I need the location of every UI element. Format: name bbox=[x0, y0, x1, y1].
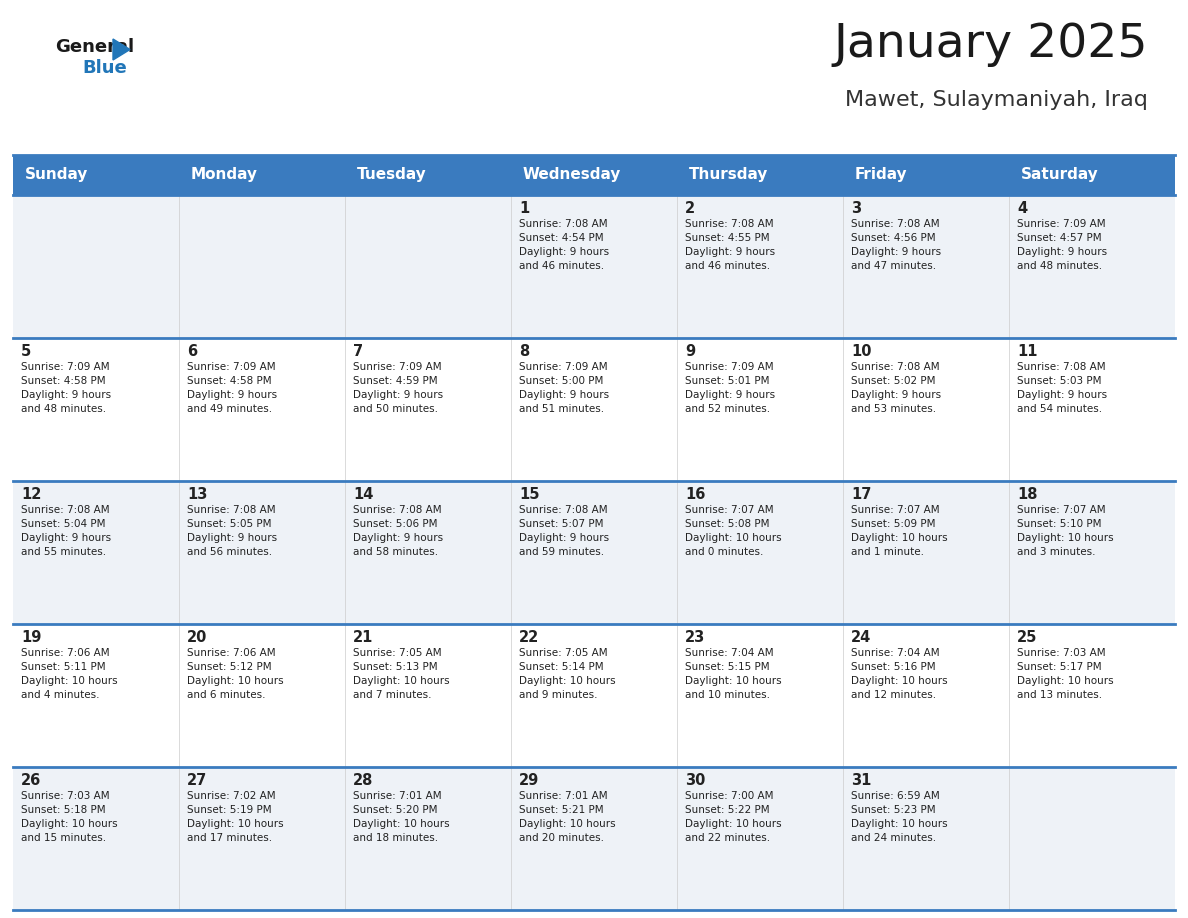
Text: Sunrise: 7:08 AM
Sunset: 5:05 PM
Daylight: 9 hours
and 56 minutes.: Sunrise: 7:08 AM Sunset: 5:05 PM Dayligh… bbox=[188, 505, 278, 557]
Text: 12: 12 bbox=[21, 487, 42, 502]
Text: 28: 28 bbox=[353, 773, 374, 788]
Text: Sunrise: 7:04 AM
Sunset: 5:16 PM
Daylight: 10 hours
and 12 minutes.: Sunrise: 7:04 AM Sunset: 5:16 PM Dayligh… bbox=[852, 648, 948, 700]
Text: Sunrise: 7:09 AM
Sunset: 4:58 PM
Daylight: 9 hours
and 48 minutes.: Sunrise: 7:09 AM Sunset: 4:58 PM Dayligh… bbox=[21, 362, 112, 414]
Text: Sunrise: 7:09 AM
Sunset: 4:58 PM
Daylight: 9 hours
and 49 minutes.: Sunrise: 7:09 AM Sunset: 4:58 PM Dayligh… bbox=[188, 362, 278, 414]
Text: 19: 19 bbox=[21, 630, 42, 645]
Text: Sunrise: 7:08 AM
Sunset: 5:07 PM
Daylight: 9 hours
and 59 minutes.: Sunrise: 7:08 AM Sunset: 5:07 PM Dayligh… bbox=[519, 505, 609, 557]
Text: 14: 14 bbox=[353, 487, 374, 502]
Text: 6: 6 bbox=[188, 344, 197, 359]
Text: Blue: Blue bbox=[82, 59, 127, 77]
Bar bbox=[13, 338, 1175, 481]
Text: 7: 7 bbox=[353, 344, 364, 359]
Text: Sunrise: 7:06 AM
Sunset: 5:12 PM
Daylight: 10 hours
and 6 minutes.: Sunrise: 7:06 AM Sunset: 5:12 PM Dayligh… bbox=[188, 648, 284, 700]
Text: Sunrise: 7:07 AM
Sunset: 5:08 PM
Daylight: 10 hours
and 0 minutes.: Sunrise: 7:07 AM Sunset: 5:08 PM Dayligh… bbox=[685, 505, 782, 557]
Text: Sunrise: 7:08 AM
Sunset: 4:54 PM
Daylight: 9 hours
and 46 minutes.: Sunrise: 7:08 AM Sunset: 4:54 PM Dayligh… bbox=[519, 219, 609, 271]
Text: 10: 10 bbox=[852, 344, 872, 359]
Text: 2: 2 bbox=[685, 201, 695, 216]
Text: Saturday: Saturday bbox=[1020, 167, 1099, 183]
Text: 4: 4 bbox=[1017, 201, 1028, 216]
Text: 23: 23 bbox=[685, 630, 706, 645]
Text: 22: 22 bbox=[519, 630, 539, 645]
Text: Sunrise: 7:01 AM
Sunset: 5:20 PM
Daylight: 10 hours
and 18 minutes.: Sunrise: 7:01 AM Sunset: 5:20 PM Dayligh… bbox=[353, 791, 450, 843]
Text: Sunrise: 7:09 AM
Sunset: 4:59 PM
Daylight: 9 hours
and 50 minutes.: Sunrise: 7:09 AM Sunset: 4:59 PM Dayligh… bbox=[353, 362, 443, 414]
Text: 29: 29 bbox=[519, 773, 539, 788]
Text: Sunrise: 7:03 AM
Sunset: 5:18 PM
Daylight: 10 hours
and 15 minutes.: Sunrise: 7:03 AM Sunset: 5:18 PM Dayligh… bbox=[21, 791, 118, 843]
Text: Sunrise: 7:08 AM
Sunset: 5:03 PM
Daylight: 9 hours
and 54 minutes.: Sunrise: 7:08 AM Sunset: 5:03 PM Dayligh… bbox=[1017, 362, 1107, 414]
Text: Sunrise: 7:08 AM
Sunset: 4:56 PM
Daylight: 9 hours
and 47 minutes.: Sunrise: 7:08 AM Sunset: 4:56 PM Dayligh… bbox=[852, 219, 941, 271]
Text: Friday: Friday bbox=[854, 167, 908, 183]
Text: Sunrise: 7:09 AM
Sunset: 5:01 PM
Daylight: 9 hours
and 52 minutes.: Sunrise: 7:09 AM Sunset: 5:01 PM Dayligh… bbox=[685, 362, 776, 414]
Text: Sunrise: 7:06 AM
Sunset: 5:11 PM
Daylight: 10 hours
and 4 minutes.: Sunrise: 7:06 AM Sunset: 5:11 PM Dayligh… bbox=[21, 648, 118, 700]
Text: Sunday: Sunday bbox=[25, 167, 88, 183]
Text: Sunrise: 7:07 AM
Sunset: 5:10 PM
Daylight: 10 hours
and 3 minutes.: Sunrise: 7:07 AM Sunset: 5:10 PM Dayligh… bbox=[1017, 505, 1114, 557]
Bar bbox=[13, 767, 1175, 910]
Text: 15: 15 bbox=[519, 487, 539, 502]
Text: Sunrise: 7:08 AM
Sunset: 4:55 PM
Daylight: 9 hours
and 46 minutes.: Sunrise: 7:08 AM Sunset: 4:55 PM Dayligh… bbox=[685, 219, 776, 271]
Bar bbox=[13, 195, 1175, 338]
Text: Sunrise: 7:08 AM
Sunset: 5:02 PM
Daylight: 9 hours
and 53 minutes.: Sunrise: 7:08 AM Sunset: 5:02 PM Dayligh… bbox=[852, 362, 941, 414]
Text: 27: 27 bbox=[188, 773, 208, 788]
Text: 26: 26 bbox=[21, 773, 42, 788]
Text: 16: 16 bbox=[685, 487, 706, 502]
Text: 5: 5 bbox=[21, 344, 32, 359]
Text: 13: 13 bbox=[188, 487, 208, 502]
Text: 9: 9 bbox=[685, 344, 695, 359]
Text: Sunrise: 7:09 AM
Sunset: 5:00 PM
Daylight: 9 hours
and 51 minutes.: Sunrise: 7:09 AM Sunset: 5:00 PM Dayligh… bbox=[519, 362, 609, 414]
Text: 8: 8 bbox=[519, 344, 530, 359]
Text: General: General bbox=[55, 38, 134, 56]
Bar bbox=[13, 481, 1175, 624]
Text: Sunrise: 7:04 AM
Sunset: 5:15 PM
Daylight: 10 hours
and 10 minutes.: Sunrise: 7:04 AM Sunset: 5:15 PM Dayligh… bbox=[685, 648, 782, 700]
Text: Thursday: Thursday bbox=[689, 167, 767, 183]
Text: Sunrise: 7:05 AM
Sunset: 5:14 PM
Daylight: 10 hours
and 9 minutes.: Sunrise: 7:05 AM Sunset: 5:14 PM Dayligh… bbox=[519, 648, 615, 700]
Text: 24: 24 bbox=[852, 630, 872, 645]
Text: Sunrise: 7:03 AM
Sunset: 5:17 PM
Daylight: 10 hours
and 13 minutes.: Sunrise: 7:03 AM Sunset: 5:17 PM Dayligh… bbox=[1017, 648, 1114, 700]
Text: Sunrise: 7:08 AM
Sunset: 5:04 PM
Daylight: 9 hours
and 55 minutes.: Sunrise: 7:08 AM Sunset: 5:04 PM Dayligh… bbox=[21, 505, 112, 557]
Text: Sunrise: 7:00 AM
Sunset: 5:22 PM
Daylight: 10 hours
and 22 minutes.: Sunrise: 7:00 AM Sunset: 5:22 PM Dayligh… bbox=[685, 791, 782, 843]
Text: Wednesday: Wednesday bbox=[523, 167, 621, 183]
Text: Sunrise: 7:09 AM
Sunset: 4:57 PM
Daylight: 9 hours
and 48 minutes.: Sunrise: 7:09 AM Sunset: 4:57 PM Dayligh… bbox=[1017, 219, 1107, 271]
Text: 17: 17 bbox=[852, 487, 872, 502]
Text: 21: 21 bbox=[353, 630, 374, 645]
Polygon shape bbox=[113, 39, 129, 60]
Text: Tuesday: Tuesday bbox=[356, 167, 426, 183]
Bar bbox=[13, 155, 1175, 195]
Text: Sunrise: 6:59 AM
Sunset: 5:23 PM
Daylight: 10 hours
and 24 minutes.: Sunrise: 6:59 AM Sunset: 5:23 PM Dayligh… bbox=[852, 791, 948, 843]
Text: Sunrise: 7:02 AM
Sunset: 5:19 PM
Daylight: 10 hours
and 17 minutes.: Sunrise: 7:02 AM Sunset: 5:19 PM Dayligh… bbox=[188, 791, 284, 843]
Text: Sunrise: 7:01 AM
Sunset: 5:21 PM
Daylight: 10 hours
and 20 minutes.: Sunrise: 7:01 AM Sunset: 5:21 PM Dayligh… bbox=[519, 791, 615, 843]
Text: January 2025: January 2025 bbox=[834, 22, 1148, 67]
Text: 20: 20 bbox=[188, 630, 208, 645]
Text: Mawet, Sulaymaniyah, Iraq: Mawet, Sulaymaniyah, Iraq bbox=[845, 90, 1148, 110]
Text: 25: 25 bbox=[1017, 630, 1037, 645]
Text: Monday: Monday bbox=[190, 167, 258, 183]
Text: 1: 1 bbox=[519, 201, 530, 216]
Text: Sunrise: 7:07 AM
Sunset: 5:09 PM
Daylight: 10 hours
and 1 minute.: Sunrise: 7:07 AM Sunset: 5:09 PM Dayligh… bbox=[852, 505, 948, 557]
Text: Sunrise: 7:08 AM
Sunset: 5:06 PM
Daylight: 9 hours
and 58 minutes.: Sunrise: 7:08 AM Sunset: 5:06 PM Dayligh… bbox=[353, 505, 443, 557]
Bar bbox=[13, 624, 1175, 767]
Text: Sunrise: 7:05 AM
Sunset: 5:13 PM
Daylight: 10 hours
and 7 minutes.: Sunrise: 7:05 AM Sunset: 5:13 PM Dayligh… bbox=[353, 648, 450, 700]
Text: 11: 11 bbox=[1017, 344, 1038, 359]
Text: 18: 18 bbox=[1017, 487, 1038, 502]
Text: 31: 31 bbox=[852, 773, 872, 788]
Text: 30: 30 bbox=[685, 773, 706, 788]
Text: 3: 3 bbox=[852, 201, 861, 216]
